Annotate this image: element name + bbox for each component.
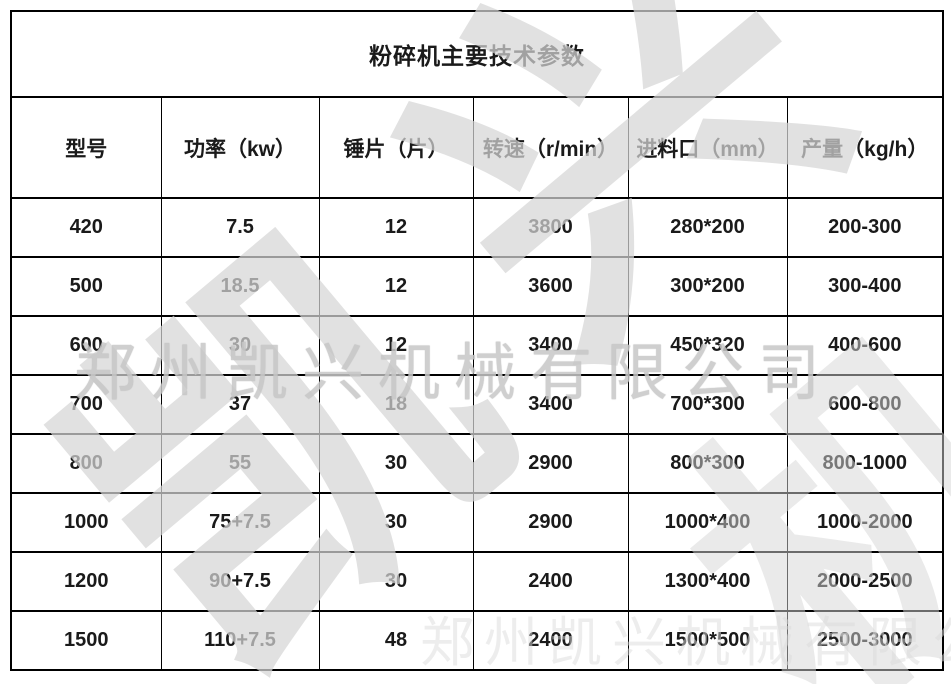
table-row: 1200 90+7.5 30 2400 1300*400 2000-2500 [10, 551, 944, 612]
table-cell: 800*300 [627, 433, 788, 494]
table-cell: 55 [160, 433, 320, 494]
table-cell: 800-1000 [786, 433, 944, 494]
table-cell: 12 [318, 197, 474, 258]
table-cell: 18 [318, 374, 474, 435]
table-cell: 2900 [472, 492, 629, 553]
table-cell: 2400 [472, 551, 629, 612]
table-cell: 200-300 [786, 197, 944, 258]
table-cell: 450*320 [627, 315, 788, 376]
column-header: 型号 [10, 96, 162, 199]
table-cell: 110+7.5 [160, 610, 320, 671]
table-header-row: 型号 功率（kw） 锤片（片） 转速（r/min） 进料口（mm） 产量（kg/h） [10, 96, 944, 199]
column-header: 产量（kg/h） [786, 96, 944, 199]
table-cell: 3400 [472, 374, 629, 435]
table-cell: 12 [318, 256, 474, 317]
table-cell: 800 [10, 433, 162, 494]
table-cell: 600 [10, 315, 162, 376]
table-cell: 1500 [10, 610, 162, 671]
table-cell: 1000 [10, 492, 162, 553]
table-cell: 2900 [472, 433, 629, 494]
table-cell: 280*200 [627, 197, 788, 258]
column-header: 进料口（mm） [627, 96, 788, 199]
page-title: 粉碎机主要技术参数 [10, 10, 944, 98]
table-cell: 700 [10, 374, 162, 435]
technical-parameters-table: 粉碎机主要技术参数 型号 功率（kw） 锤片（片） 转速（r/min） 进料口（mm）产… [10, 10, 945, 671]
table-cell: 300-400 [786, 256, 944, 317]
table-cell: 7.5 [160, 197, 320, 258]
table-cell: 420 [10, 197, 162, 258]
table-cell: 3800 [472, 197, 629, 258]
table-cell: 700*300 [627, 374, 788, 435]
table-cell: 30 [318, 492, 474, 553]
table-cell: 90+7.5 [160, 551, 320, 612]
table-cell: 3600 [472, 256, 629, 317]
table-cell: 30 [318, 433, 474, 494]
table-cell: 2400 [472, 610, 629, 671]
table-cell: 1200 [10, 551, 162, 612]
table-row: 420 7.5 12 3800 280*200 200-300 [10, 197, 944, 258]
table-row: 800 55 30 2900 800*300 800-1000 [10, 433, 944, 494]
table-cell: 2500-3000 [786, 610, 944, 671]
table-row: 1000 75+7.5 30 2900 1000*400 1000-2000 [10, 492, 944, 553]
table-row: 500 18.5 12 3600 300*200 300-400 [10, 256, 944, 317]
table-cell: 3400 [472, 315, 629, 376]
column-header: 功率（kw） [160, 96, 320, 199]
title-row: 粉碎机主要技术参数 [10, 10, 944, 98]
table-cell: 1300*400 [627, 551, 788, 612]
table-cell: 1500*500 [627, 610, 788, 671]
column-header: 锤片（片） [318, 96, 474, 199]
table-cell: 1000-2000 [786, 492, 944, 553]
table-cell: 48 [318, 610, 474, 671]
table-cell: 1000*400 [627, 492, 788, 553]
table-cell: 600-800 [786, 374, 944, 435]
table-body: 420 7.5 12 3800 280*200 200-300 500 18.5 12 3600 3… [10, 197, 944, 671]
table-row: 700 37 18 3400 700*300 600-800 [10, 374, 944, 435]
table-cell: 30 [318, 551, 474, 612]
table-row: 600 30 12 3400 450*320 400-600 [10, 315, 944, 376]
column-header: 转速（r/min） [472, 96, 629, 199]
table-cell: 500 [10, 256, 162, 317]
table-row: 1500 110+7.5 48 2400 1500*500 2500-3000 [10, 610, 944, 671]
table-cell: 12 [318, 315, 474, 376]
table-cell: 18.5 [160, 256, 320, 317]
table-cell: 75+7.5 [160, 492, 320, 553]
table-cell: 30 [160, 315, 320, 376]
table-cell: 37 [160, 374, 320, 435]
table-cell: 2000-2500 [786, 551, 944, 612]
table-cell: 300*200 [627, 256, 788, 317]
table-cell: 400-600 [786, 315, 944, 376]
